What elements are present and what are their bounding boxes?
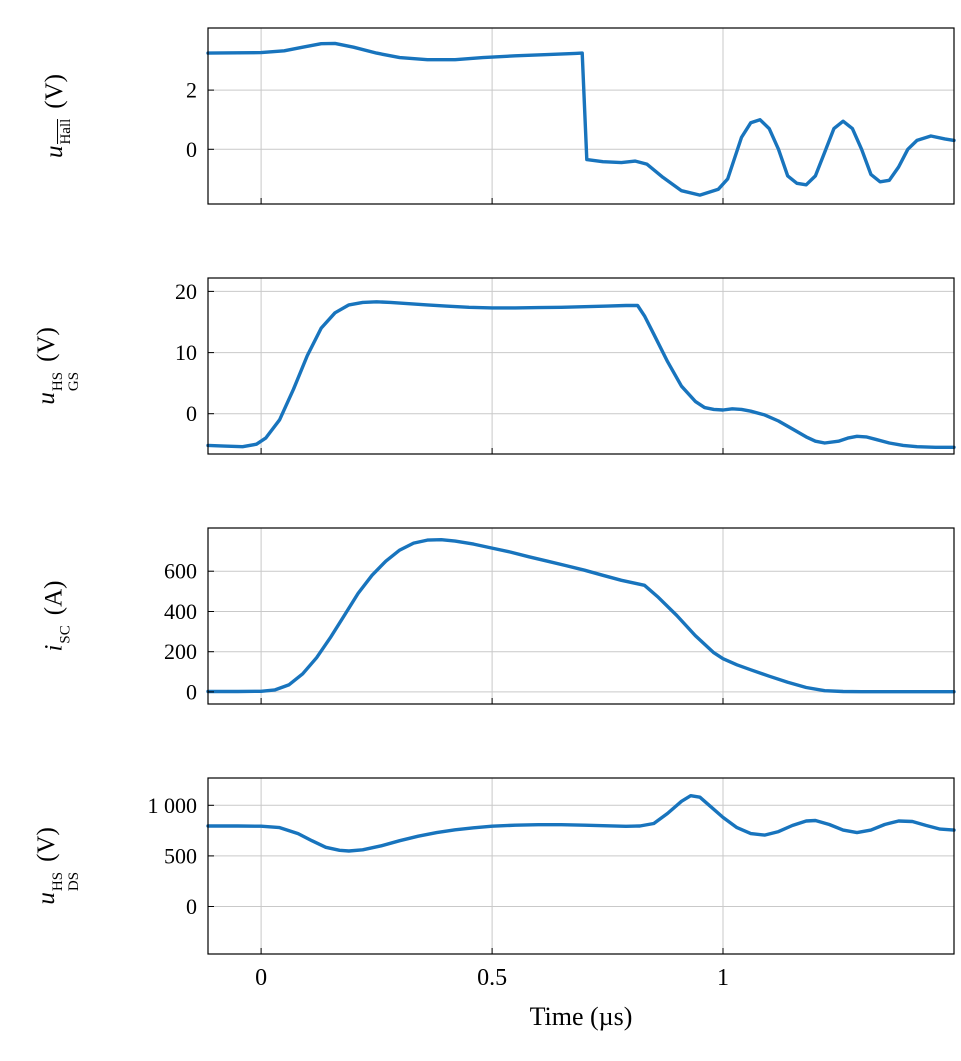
y-axis-label-i-sc: i SC (A): [41, 580, 75, 651]
y-tick-label: 10: [175, 340, 197, 365]
chart-row-i-sc: i SC (A) 600 400 200 0: [8, 522, 961, 710]
y-tick-label: 2: [186, 78, 197, 103]
x-axis-label-row: Time (µs): [208, 1002, 954, 1032]
signal-trace: [206, 794, 956, 853]
plot-frame: [207, 777, 955, 955]
y-tick-label: 600: [164, 559, 197, 584]
x-tick-label: 1: [717, 965, 729, 991]
y-tick-label: 0: [186, 137, 197, 162]
y-axis-label-u-ds-hs: u HS DS (V): [33, 827, 83, 904]
plot-u-gs-hs: 20 10 0: [175, 277, 956, 455]
sub-sup-stack: Hall: [57, 118, 75, 145]
axis-unit: (V): [33, 827, 61, 863]
axis-unit: (A): [41, 580, 68, 616]
variable-symbol: i: [41, 644, 68, 652]
signal-trace: [206, 41, 956, 197]
y-tick-label: 0: [186, 894, 197, 919]
sub-sup-stack: SC: [58, 625, 75, 644]
variable-symbol: u: [33, 892, 61, 905]
y-tick-label: 1 000: [148, 793, 198, 818]
axis-unit: (V): [40, 73, 68, 109]
plot-u-ds-hs: 0 0.5 1 1 000 500 0: [148, 777, 956, 991]
plot-frame: [207, 27, 955, 205]
axis-unit: (V): [33, 327, 61, 363]
x-axis-label: Time (µs): [529, 1002, 633, 1031]
y-tick-label: 0: [186, 679, 197, 704]
y-axis-label-box: u HS GS (V): [8, 272, 108, 460]
y-tick-label: 500: [164, 843, 197, 868]
x-tick-label: 0: [255, 965, 267, 991]
variable-symbol: u: [40, 145, 68, 159]
y-tick-label: 0: [186, 401, 197, 426]
x-tick-label: 0.5: [477, 965, 507, 991]
signal-trace: [206, 300, 956, 449]
plot-u-hall: 20: [186, 27, 956, 205]
y-axis-label-u-gs-hs: u HS GS (V): [33, 327, 83, 404]
y-axis-label-box: i SC (A): [8, 522, 108, 710]
y-axis-label-box: u Hall (V): [8, 22, 108, 210]
y-axis-label-box: u HS DS (V): [8, 772, 108, 960]
sub-sup-stack: HS DS: [50, 872, 83, 892]
y-axis-label-u-hall: u Hall (V): [41, 74, 75, 158]
sub-sup-stack: HS GS: [50, 372, 83, 392]
variable-symbol: u: [33, 392, 61, 405]
y-tick-label: 200: [164, 639, 197, 664]
chart-row-u-ds-hs: u HS DS (V) 0 0.5 1 1 000 500 0: [8, 772, 961, 994]
plot-i-sc: 600 400 200 0: [164, 527, 956, 705]
signal-trace: [206, 538, 956, 694]
plot-frame: [207, 527, 955, 705]
y-tick-label: 20: [175, 279, 197, 304]
y-tick-label: 400: [164, 599, 197, 624]
plot-frame: [207, 277, 955, 455]
chart-row-u-gs-hs: u HS GS (V) 20 10 0: [8, 272, 961, 460]
